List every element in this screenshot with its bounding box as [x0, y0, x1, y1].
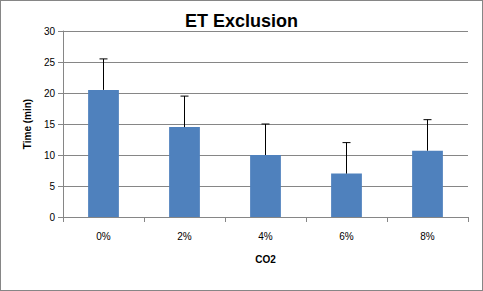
svg-text:20: 20 [44, 88, 56, 99]
svg-text:15: 15 [44, 119, 56, 130]
svg-text:8%: 8% [420, 231, 435, 242]
svg-text:4%: 4% [258, 231, 273, 242]
svg-text:Time (min): Time (min) [22, 99, 33, 149]
svg-text:CO2: CO2 [255, 254, 276, 265]
svg-text:10: 10 [44, 150, 56, 161]
svg-text:30: 30 [44, 26, 56, 37]
svg-text:6%: 6% [339, 231, 354, 242]
svg-text:0%: 0% [96, 231, 111, 242]
svg-text:2%: 2% [177, 231, 192, 242]
svg-text:ET Exclusion: ET Exclusion [185, 11, 298, 31]
svg-text:0: 0 [49, 212, 55, 223]
svg-text:25: 25 [44, 57, 56, 68]
svg-text:5: 5 [49, 181, 55, 192]
